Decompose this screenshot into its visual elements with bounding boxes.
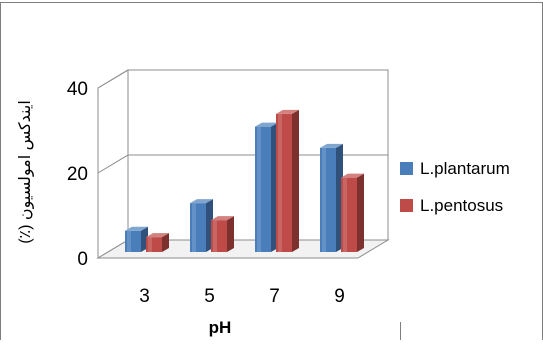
legend: L.plantarum L.pentosus xyxy=(400,159,510,215)
y-tick-label: 20 xyxy=(67,164,88,185)
bars xyxy=(125,109,364,252)
legend-swatch xyxy=(400,162,413,175)
bar-side xyxy=(292,109,299,252)
bar-l-pentosus-9 xyxy=(341,173,364,252)
floor xyxy=(96,239,390,259)
bar-side xyxy=(162,233,169,252)
legend-item-l-plantarum: L.plantarum xyxy=(400,159,510,178)
bar-top xyxy=(276,109,299,114)
y-tick-label: 40 xyxy=(67,79,88,100)
x-tick-labels: 3 5 7 9 xyxy=(139,286,345,307)
bar-l-pentosus-7 xyxy=(276,109,299,252)
y-tick-label: 0 xyxy=(77,249,88,270)
x-axis-label: pH xyxy=(209,318,232,337)
x-tick-label: 3 xyxy=(139,286,150,307)
bar-top xyxy=(341,173,364,178)
bar-top xyxy=(190,199,213,204)
bar-l-plantarum-5 xyxy=(190,199,213,252)
bar-top xyxy=(211,216,234,221)
bar-top xyxy=(255,122,278,127)
gridline xyxy=(97,69,388,89)
bar-l-plantarum-3 xyxy=(125,226,148,252)
bar-highlight xyxy=(127,230,131,252)
bar-l-pentosus-5 xyxy=(211,216,234,252)
bar-top xyxy=(146,233,169,238)
y-axis-label: ایندکس امولسیون (٪) xyxy=(17,100,35,244)
legend-swatch xyxy=(400,199,413,212)
bar-top xyxy=(125,226,148,231)
bar-highlight xyxy=(192,203,196,252)
bar-highlight xyxy=(278,113,282,252)
gridlines xyxy=(97,69,388,174)
legend-item-l-pentosus: L.pentosus xyxy=(400,196,503,215)
bar-top xyxy=(320,143,343,148)
bar-side xyxy=(357,173,364,252)
bar-highlight xyxy=(213,220,217,252)
legend-label: L.plantarum xyxy=(420,159,510,178)
bar-l-plantarum-9 xyxy=(320,143,343,252)
bar-l-pentosus-3 xyxy=(146,233,169,252)
gridline xyxy=(97,154,388,174)
x-tick-label: 7 xyxy=(269,286,280,307)
legend-label: L.pentosus xyxy=(420,196,503,215)
x-tick-label: 5 xyxy=(204,286,215,307)
y-tick-labels: 0 20 40 xyxy=(67,79,88,270)
x-tick-label: 9 xyxy=(334,286,345,307)
bar-highlight xyxy=(257,126,261,252)
bar-highlight xyxy=(343,177,347,252)
bar-highlight xyxy=(148,237,152,252)
bar-highlight xyxy=(322,147,326,252)
bar-l-plantarum-7 xyxy=(255,122,278,252)
bar-side xyxy=(227,216,234,252)
